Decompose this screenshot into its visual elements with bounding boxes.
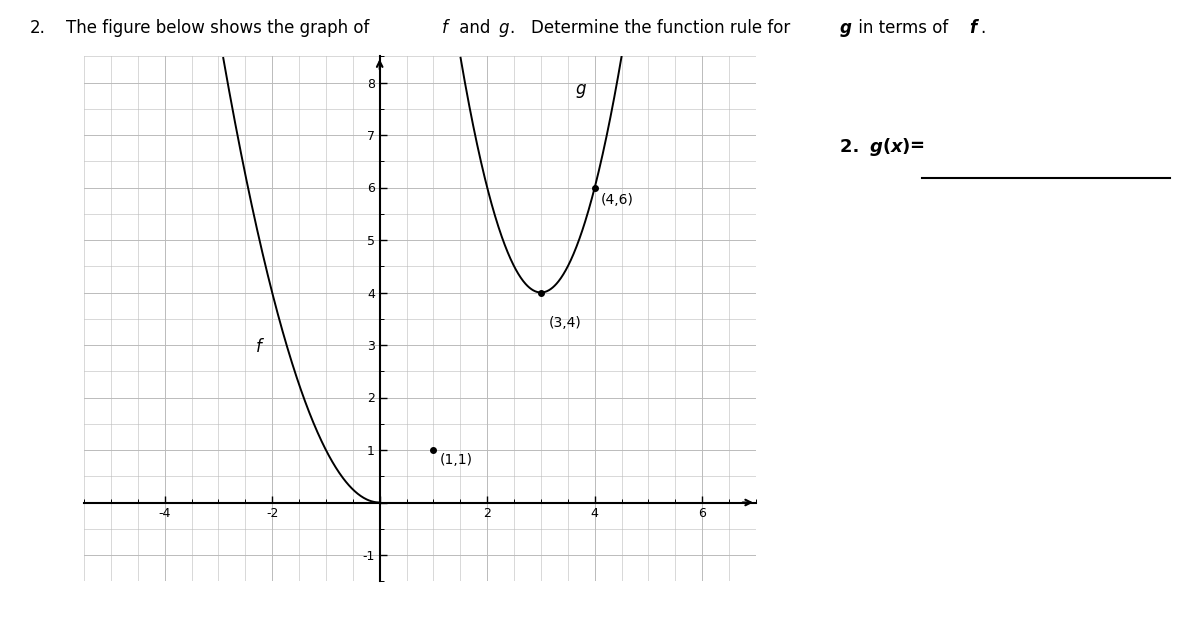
Text: g: g [498, 19, 509, 37]
Text: (3,4): (3,4) [550, 316, 582, 330]
Text: in terms of: in terms of [853, 19, 954, 37]
Text: x: x [890, 138, 902, 156]
Text: and: and [454, 19, 496, 37]
Text: (4,6): (4,6) [601, 192, 634, 207]
Text: ): ) [901, 138, 910, 156]
Text: g: g [576, 80, 587, 98]
Text: =: = [910, 138, 925, 156]
Text: f: f [442, 19, 448, 37]
Text: .: . [980, 19, 985, 37]
Text: (: ( [882, 138, 890, 156]
Text: 2.: 2. [840, 138, 865, 156]
Text: (1,1): (1,1) [440, 452, 473, 467]
Text: f: f [256, 338, 262, 356]
Text: 2.: 2. [30, 19, 46, 37]
Text: g: g [870, 138, 883, 156]
Text: .   Determine the function rule for: . Determine the function rule for [510, 19, 796, 37]
Text: f: f [970, 19, 977, 37]
Text: g: g [840, 19, 852, 37]
Text: The figure below shows the graph of: The figure below shows the graph of [66, 19, 374, 37]
